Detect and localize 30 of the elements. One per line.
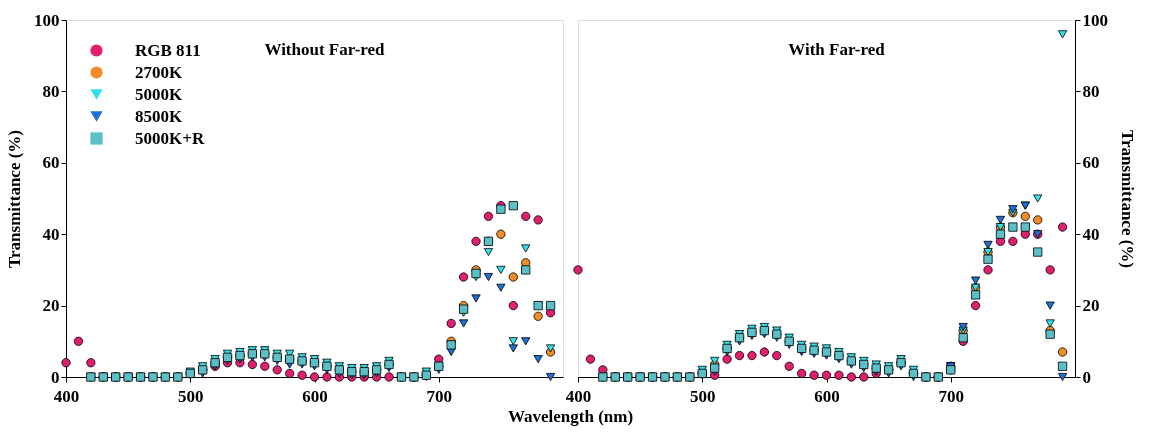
y2-tick-label: 40: [1082, 224, 1100, 244]
x-axis-title: Wavelength (nm): [507, 406, 634, 426]
x-tick-label: 400: [53, 386, 80, 406]
y2-axis-title: Transmittance (%): [1118, 129, 1137, 269]
y-tick-label: 100: [34, 10, 60, 30]
y2-tick-label: 100: [1082, 10, 1108, 30]
legend-label: 8500K: [135, 106, 183, 126]
y-axis-title: Transmittance (%): [5, 129, 24, 269]
x-tick-label: 700: [938, 386, 964, 406]
x-tick-label: 700: [426, 386, 452, 406]
y-tick-label: 80: [42, 81, 60, 101]
x-tick-label: 500: [690, 386, 716, 406]
y2-tick-label: 0: [1082, 367, 1091, 387]
legend-label: 2700K: [135, 62, 183, 82]
text: With Far-red: [788, 40, 886, 59]
x-tick-label: 600: [302, 386, 328, 406]
x-tick-label: 600: [814, 386, 840, 406]
legend-label: 5000K+R: [135, 128, 205, 148]
text: Without Far-red: [264, 40, 386, 59]
y2-tick-label: 20: [1082, 296, 1100, 316]
x-tick-label: 500: [178, 386, 204, 406]
legend-label: RGB 811: [135, 40, 201, 60]
y2-tick-label: 60: [1082, 153, 1100, 173]
y-tick-label: 0: [51, 367, 60, 387]
y-tick-label: 20: [42, 296, 60, 316]
x-tick-label: 400: [565, 386, 592, 406]
y-tick-label: 40: [42, 224, 60, 244]
y2-tick-label: 80: [1082, 81, 1100, 101]
y-tick-label: 60: [42, 153, 60, 173]
legend-label: 5000K: [135, 84, 183, 104]
